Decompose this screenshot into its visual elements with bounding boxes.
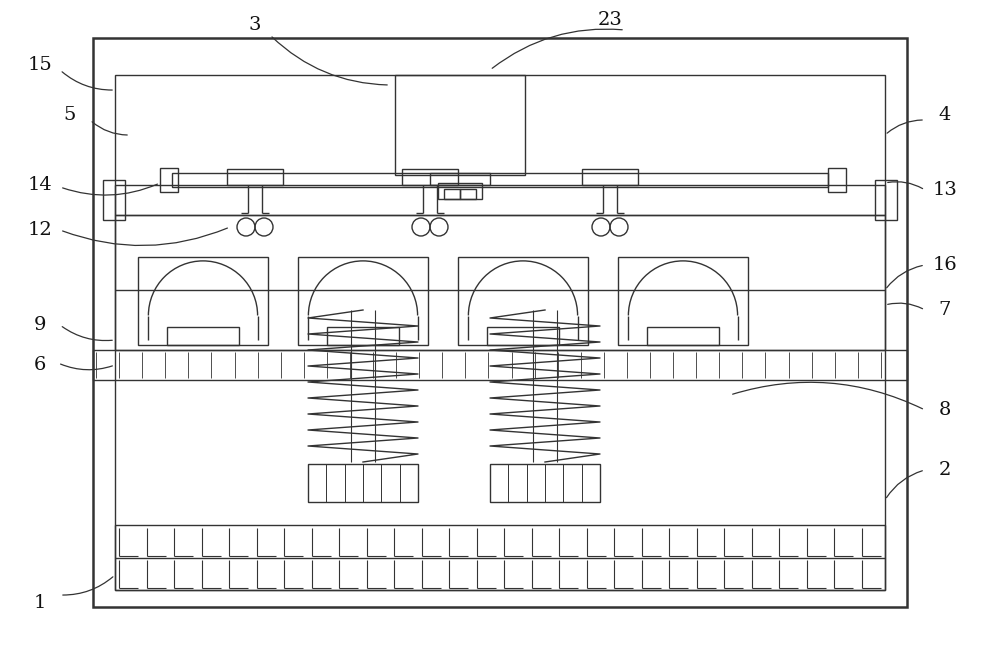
Bar xyxy=(402,169,458,185)
Bar xyxy=(875,180,897,220)
Bar xyxy=(160,168,178,192)
Bar xyxy=(490,464,600,502)
Text: 9: 9 xyxy=(34,316,46,334)
Bar xyxy=(115,525,885,590)
Bar xyxy=(460,189,476,199)
Bar xyxy=(115,215,885,350)
Text: 16: 16 xyxy=(933,256,957,274)
Bar xyxy=(172,173,828,187)
Text: 3: 3 xyxy=(249,16,261,34)
Text: 4: 4 xyxy=(939,106,951,124)
Text: 14: 14 xyxy=(28,176,52,194)
Bar xyxy=(647,327,719,345)
Bar xyxy=(93,350,907,380)
Bar xyxy=(430,173,490,185)
Text: 6: 6 xyxy=(34,356,46,374)
Bar xyxy=(167,327,239,345)
Text: 13: 13 xyxy=(933,181,957,199)
Bar xyxy=(93,38,907,607)
Bar xyxy=(138,257,268,345)
Text: 15: 15 xyxy=(28,56,52,74)
Bar xyxy=(308,464,418,502)
Text: 5: 5 xyxy=(64,106,76,124)
Bar xyxy=(487,327,559,345)
Text: 23: 23 xyxy=(598,11,622,29)
Bar xyxy=(395,75,525,175)
Bar xyxy=(327,327,399,345)
Text: 1: 1 xyxy=(34,594,46,612)
Text: 12: 12 xyxy=(28,221,52,239)
Bar xyxy=(828,168,846,192)
Bar xyxy=(582,169,638,185)
Bar xyxy=(298,257,428,345)
Bar xyxy=(444,189,460,199)
Text: 7: 7 xyxy=(939,301,951,319)
Bar xyxy=(103,180,125,220)
Text: 2: 2 xyxy=(939,461,951,479)
Bar xyxy=(115,185,885,215)
Bar xyxy=(115,75,885,590)
Bar xyxy=(458,257,588,345)
Bar xyxy=(227,169,283,185)
Bar xyxy=(438,183,482,199)
Bar xyxy=(618,257,748,345)
Text: 8: 8 xyxy=(939,401,951,419)
